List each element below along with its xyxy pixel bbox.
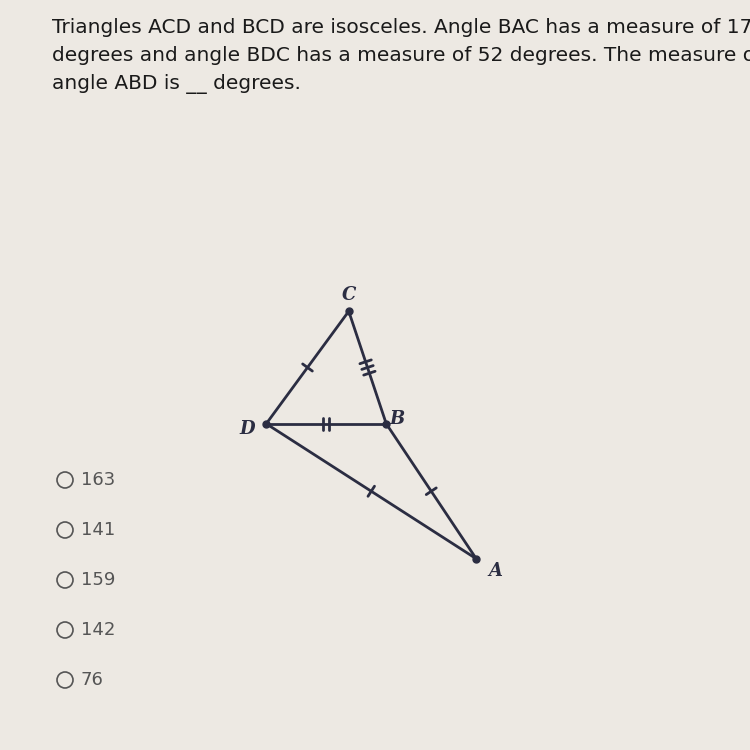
Text: 76: 76 [81, 671, 104, 689]
Text: A: A [488, 562, 502, 580]
Text: 159: 159 [81, 571, 116, 589]
Text: C: C [342, 286, 357, 304]
Text: 141: 141 [81, 521, 116, 539]
Text: D: D [240, 420, 255, 438]
Text: 163: 163 [81, 471, 116, 489]
Text: B: B [390, 410, 405, 428]
Text: Triangles ACD and BCD are isosceles. Angle BAC has a measure of 17
degrees and a: Triangles ACD and BCD are isosceles. Ang… [52, 18, 750, 94]
Text: 142: 142 [81, 621, 116, 639]
